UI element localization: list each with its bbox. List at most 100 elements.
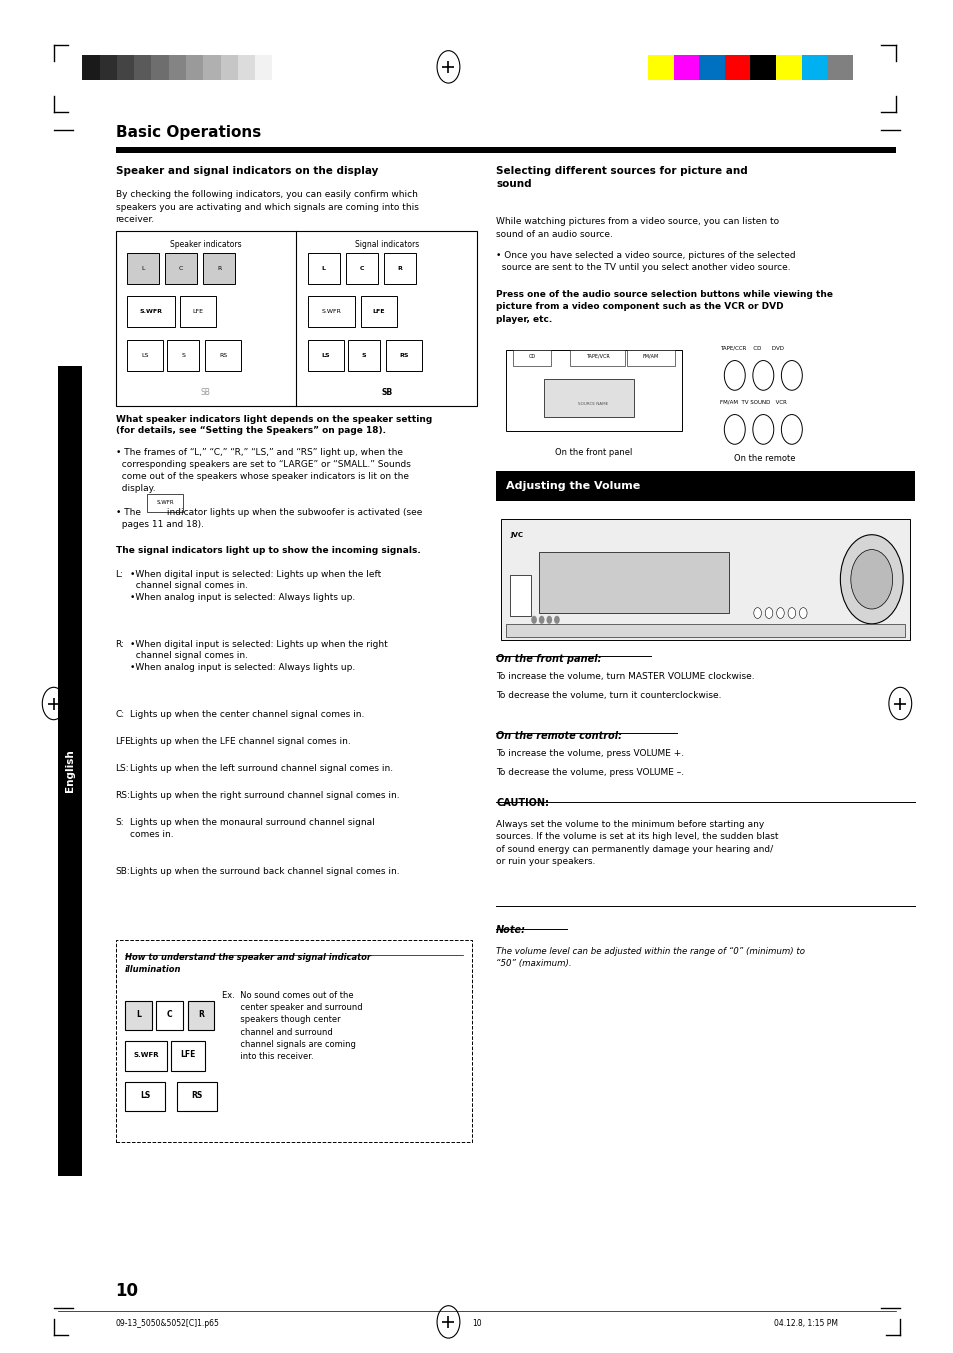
Text: The signal indicators light up to show the incoming signals.: The signal indicators light up to show t… (115, 545, 420, 555)
Bar (177, 1081, 217, 1111)
Bar (750, 55, 775, 80)
Bar (205, 340, 241, 371)
Bar (308, 296, 355, 327)
Text: LS: LS (321, 353, 330, 357)
Text: To decrease the volume, turn it counterclockwise.: To decrease the volume, turn it counterc… (496, 691, 720, 701)
Text: • The         indicator lights up when the subwoofer is activated (see
  pages 1: • The indicator lights up when the subwo… (115, 507, 421, 529)
Text: RS: RS (398, 353, 408, 357)
Text: TAPE/VCR: TAPE/VCR (585, 354, 609, 359)
Text: •When digital input is selected: Lights up when the right
  channel signal comes: •When digital input is selected: Lights … (130, 640, 387, 672)
Text: Lights up when the right surround channel signal comes in.: Lights up when the right surround channe… (130, 792, 399, 800)
Text: R: R (198, 1009, 204, 1019)
Bar (203, 55, 220, 80)
Text: On the front panel:: On the front panel: (496, 653, 601, 663)
Text: 10: 10 (115, 1283, 138, 1300)
Text: English: English (66, 750, 75, 793)
Bar (127, 296, 174, 327)
Circle shape (554, 616, 559, 624)
Circle shape (850, 549, 892, 609)
Bar (347, 340, 379, 371)
Text: 04.12.8, 1:15 PM: 04.12.8, 1:15 PM (774, 1319, 838, 1329)
Text: Lights up when the left surround channel signal comes in.: Lights up when the left surround channel… (130, 764, 393, 774)
Text: S.WFR: S.WFR (133, 1051, 158, 1058)
Text: R:: R: (115, 640, 124, 649)
Text: 09-13_5050&5052[C]1.p65: 09-13_5050&5052[C]1.p65 (115, 1319, 219, 1329)
Text: LFE: LFE (193, 310, 204, 314)
Bar (360, 296, 396, 327)
Bar (496, 471, 914, 501)
Circle shape (753, 607, 760, 618)
Text: LFE: LFE (373, 310, 385, 314)
Bar (99, 55, 116, 80)
Text: Speaker indicators: Speaker indicators (170, 241, 241, 249)
Text: R: R (217, 267, 221, 271)
Text: JVC: JVC (510, 532, 523, 538)
Circle shape (531, 616, 537, 624)
Text: RS: RS (192, 1091, 203, 1100)
Text: LFE:: LFE: (115, 737, 134, 747)
Text: LS:: LS: (115, 764, 129, 774)
Bar (125, 1040, 167, 1070)
Text: Always set the volume to the minimum before starting any
sources. If the volume : Always set the volume to the minimum bef… (496, 820, 778, 866)
Bar (125, 1081, 165, 1111)
Bar (254, 55, 273, 80)
Bar (383, 253, 416, 284)
Text: C: C (359, 267, 364, 271)
Bar (147, 494, 183, 511)
Text: S.WFR: S.WFR (156, 499, 173, 505)
Text: S:: S: (115, 819, 124, 827)
Bar (570, 349, 625, 365)
Text: S.WFR: S.WFR (139, 310, 162, 314)
Bar (127, 340, 163, 371)
Text: To increase the volume, press VOLUME +.: To increase the volume, press VOLUME +. (496, 750, 683, 759)
Text: Lights up when the LFE channel signal comes in.: Lights up when the LFE channel signal co… (130, 737, 350, 747)
Bar (152, 55, 169, 80)
Text: On the front panel: On the front panel (555, 448, 632, 457)
Bar (220, 55, 237, 80)
Text: Note:: Note: (496, 925, 525, 935)
Text: SB: SB (201, 388, 211, 396)
Circle shape (764, 607, 772, 618)
Text: S.WFR: S.WFR (321, 310, 341, 314)
Bar (237, 55, 254, 80)
Text: S: S (361, 353, 366, 357)
Bar (115, 940, 472, 1142)
Bar (775, 55, 801, 80)
Text: L: L (141, 267, 145, 271)
Text: What speaker indicators light depends on the speaker setting
(for details, see “: What speaker indicators light depends on… (115, 414, 432, 436)
Text: Lights up when the monaural surround channel signal
comes in.: Lights up when the monaural surround cha… (130, 819, 375, 839)
Bar (385, 340, 421, 371)
Text: • Once you have selected a video source, pictures of the selected
  source are s: • Once you have selected a video source,… (496, 252, 795, 272)
Text: FM/AM: FM/AM (642, 354, 659, 359)
Bar (127, 253, 159, 284)
Text: Lights up when the center channel signal comes in.: Lights up when the center channel signal… (130, 710, 364, 720)
Bar (203, 253, 235, 284)
Text: Signal indicators: Signal indicators (355, 241, 418, 249)
Text: Basic Operations: Basic Operations (115, 126, 260, 141)
Text: RS: RS (219, 353, 227, 357)
Text: •When digital input is selected: Lights up when the left
  channel signal comes : •When digital input is selected: Lights … (130, 570, 380, 602)
Text: L: L (321, 267, 326, 271)
Bar (699, 55, 724, 80)
Bar (505, 624, 904, 637)
Text: Ex.  No sound comes out of the
       center speaker and surround
       speaker: Ex. No sound comes out of the center spe… (222, 992, 362, 1061)
Text: LFE: LFE (180, 1050, 195, 1059)
Bar (308, 253, 339, 284)
Bar (186, 55, 203, 80)
Text: To increase the volume, turn MASTER VOLUME clockwise.: To increase the volume, turn MASTER VOLU… (496, 672, 754, 682)
Text: Press one of the audio source selection buttons while viewing the
picture from a: Press one of the audio source selection … (496, 291, 832, 323)
Text: S: S (181, 353, 185, 357)
Text: • The frames of “L,” “C,” “R,” “LS,” and “RS” light up, when the
  corresponding: • The frames of “L,” “C,” “R,” “LS,” and… (115, 448, 410, 492)
Text: C:: C: (115, 710, 125, 720)
Bar (171, 1040, 205, 1070)
Text: By checking the following indicators, you can easily confirm which
speakers you : By checking the following indicators, yo… (115, 191, 418, 223)
Text: RS:: RS: (115, 792, 131, 800)
Text: R: R (397, 267, 402, 271)
Circle shape (840, 534, 902, 624)
Text: On the remote control:: On the remote control: (496, 731, 621, 740)
Bar (115, 231, 476, 406)
Bar (180, 296, 216, 327)
Text: C: C (179, 267, 183, 271)
Circle shape (799, 607, 806, 618)
Bar (513, 349, 551, 365)
